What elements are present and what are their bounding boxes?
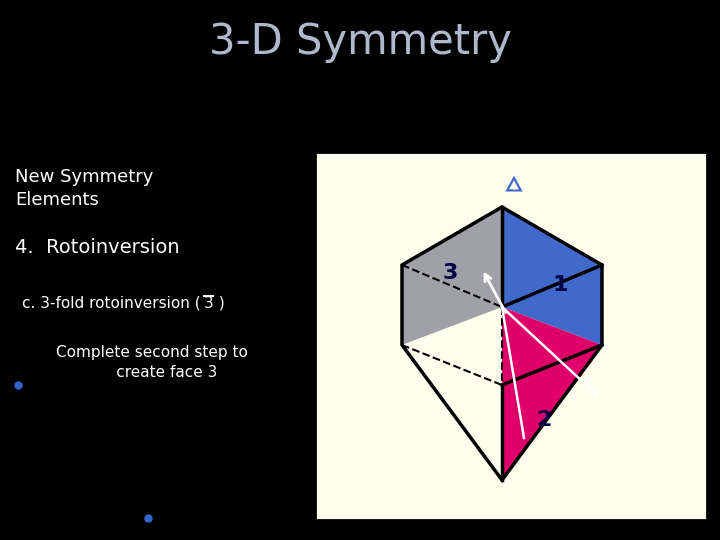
Polygon shape [402,207,502,307]
Polygon shape [402,265,502,345]
Text: Complete second step to
      create face 3: Complete second step to create face 3 [56,345,248,380]
Polygon shape [502,307,602,480]
Text: c. 3-fold rotoinversion (: c. 3-fold rotoinversion ( [22,296,205,311]
Polygon shape [502,207,602,345]
Text: 3-D Symmetry: 3-D Symmetry [209,21,511,63]
Text: 2: 2 [536,410,552,430]
Text: 1: 1 [552,275,568,295]
Text: 3: 3 [204,296,214,311]
Text: ): ) [214,296,225,311]
Bar [315,152,707,520]
Text: 4.  Rotoinversion: 4. Rotoinversion [15,238,179,257]
Text: New Symmetry
Elements: New Symmetry Elements [15,168,153,209]
Polygon shape [402,345,502,480]
Text: 3: 3 [442,263,458,283]
Polygon shape [402,265,502,385]
